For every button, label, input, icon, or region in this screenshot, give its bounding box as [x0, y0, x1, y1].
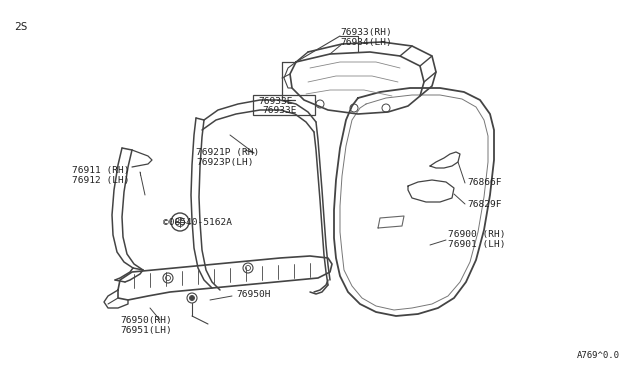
Text: 2S: 2S [14, 22, 28, 32]
Text: 76950H: 76950H [236, 290, 271, 299]
Text: A769^0.0: A769^0.0 [577, 351, 620, 360]
Circle shape [189, 295, 195, 301]
Text: 76950(RH)
76951(LH): 76950(RH) 76951(LH) [120, 316, 172, 336]
Circle shape [187, 293, 197, 303]
Circle shape [316, 100, 324, 108]
Text: 76900 (RH)
76901 (LH): 76900 (RH) 76901 (LH) [448, 230, 506, 249]
Circle shape [382, 104, 390, 112]
Text: 76933E: 76933E [258, 97, 292, 106]
Text: 76933(RH)
76934(LH): 76933(RH) 76934(LH) [340, 28, 392, 47]
Circle shape [171, 213, 189, 231]
Text: 76866F: 76866F [467, 178, 502, 187]
Circle shape [350, 104, 358, 112]
FancyBboxPatch shape [253, 95, 315, 115]
Text: 76933E: 76933E [262, 106, 296, 115]
Circle shape [163, 273, 173, 283]
Circle shape [175, 218, 184, 227]
Text: 76911 (RH)
76912 (LH): 76911 (RH) 76912 (LH) [72, 166, 129, 185]
Text: 76829F: 76829F [467, 200, 502, 209]
Circle shape [166, 276, 170, 280]
Text: ©08540-5162A: ©08540-5162A [163, 218, 232, 227]
Circle shape [243, 263, 253, 273]
Circle shape [246, 266, 250, 270]
Text: 76921P (RH)
76923P(LH): 76921P (RH) 76923P(LH) [196, 148, 259, 167]
